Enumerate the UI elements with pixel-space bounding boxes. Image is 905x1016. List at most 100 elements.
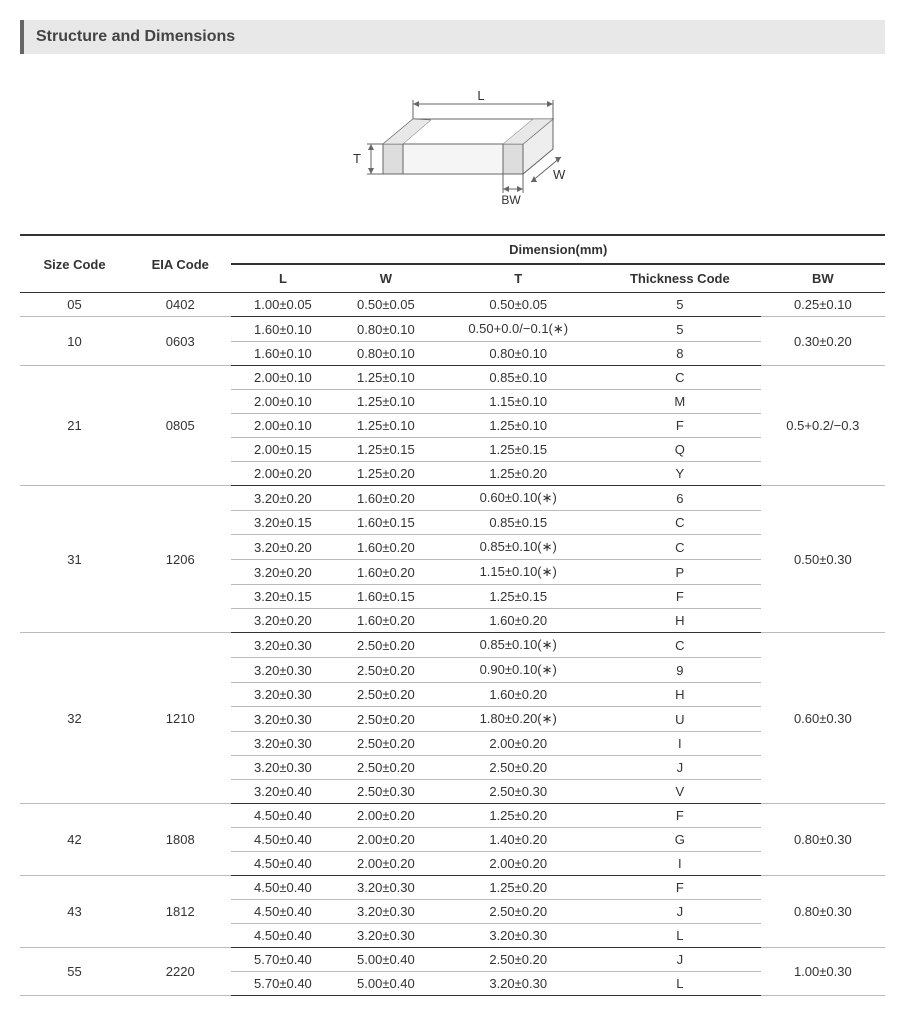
cell-l: 3.20±0.40: [231, 780, 334, 804]
cell-w: 1.60±0.20: [334, 535, 437, 560]
cell-tc: I: [599, 852, 761, 876]
cell-tc: H: [599, 683, 761, 707]
cell-tc: M: [599, 390, 761, 414]
cell-tc: 5: [599, 293, 761, 317]
cell-t: 1.25±0.10: [437, 414, 599, 438]
cell-l: 3.20±0.30: [231, 756, 334, 780]
cell-w: 2.50±0.20: [334, 707, 437, 732]
cell-bw: 0.60±0.30: [761, 633, 885, 804]
cell-t: 1.60±0.20: [437, 609, 599, 633]
cell-l: 4.50±0.40: [231, 876, 334, 900]
cell-w: 2.00±0.20: [334, 828, 437, 852]
cell-w: 2.50±0.20: [334, 756, 437, 780]
cell-eia-code: 2220: [129, 948, 231, 996]
table-header: Size Code EIA Code Dimension(mm) L W T T…: [20, 235, 885, 293]
cell-bw: 0.30±0.20: [761, 317, 885, 366]
cell-t: 0.50+0.0/−0.1(∗): [437, 317, 599, 342]
cell-w: 5.00±0.40: [334, 972, 437, 996]
cell-w: 1.60±0.15: [334, 511, 437, 535]
cell-w: 1.60±0.20: [334, 560, 437, 585]
cell-t: 0.60±0.10(∗): [437, 486, 599, 511]
cell-eia-code: 1812: [129, 876, 231, 948]
cell-tc: G: [599, 828, 761, 852]
cell-t: 0.85±0.15: [437, 511, 599, 535]
table-row: 3212103.20±0.302.50±0.200.85±0.10(∗)C0.6…: [20, 633, 885, 658]
table-row: 3112063.20±0.201.60±0.200.60±0.10(∗)60.5…: [20, 486, 885, 511]
table-row: 2108052.00±0.101.25±0.100.85±0.10C0.5+0.…: [20, 366, 885, 390]
cell-t: 0.90±0.10(∗): [437, 658, 599, 683]
cell-l: 3.20±0.15: [231, 511, 334, 535]
cell-eia-code: 0402: [129, 293, 231, 317]
th-thickness-code: Thickness Code: [599, 264, 761, 293]
th-bw: BW: [761, 264, 885, 293]
cell-l: 3.20±0.30: [231, 658, 334, 683]
th-l: L: [231, 264, 334, 293]
cell-t: 2.50±0.20: [437, 948, 599, 972]
cell-w: 2.50±0.20: [334, 633, 437, 658]
cell-w: 5.00±0.40: [334, 948, 437, 972]
cell-w: 1.25±0.10: [334, 414, 437, 438]
cell-w: 3.20±0.30: [334, 876, 437, 900]
cell-bw: 1.00±0.30: [761, 948, 885, 996]
cell-t: 1.25±0.15: [437, 438, 599, 462]
cell-w: 2.50±0.20: [334, 732, 437, 756]
cell-l: 2.00±0.10: [231, 414, 334, 438]
cell-t: 1.80±0.20(∗): [437, 707, 599, 732]
cell-tc: F: [599, 804, 761, 828]
cell-l: 3.20±0.20: [231, 535, 334, 560]
cell-eia-code: 1808: [129, 804, 231, 876]
cell-l: 3.20±0.30: [231, 633, 334, 658]
cell-size-code: 32: [20, 633, 129, 804]
cell-eia-code: 0603: [129, 317, 231, 366]
cell-eia-code: 0805: [129, 366, 231, 486]
cell-w: 1.60±0.20: [334, 609, 437, 633]
cell-l: 4.50±0.40: [231, 900, 334, 924]
cell-t: 1.15±0.10(∗): [437, 560, 599, 585]
cell-l: 3.20±0.30: [231, 707, 334, 732]
cell-t: 2.50±0.30: [437, 780, 599, 804]
cell-t: 2.00±0.20: [437, 732, 599, 756]
dimensions-table: Size Code EIA Code Dimension(mm) L W T T…: [20, 234, 885, 996]
cell-tc: 8: [599, 342, 761, 366]
cell-bw: 0.50±0.30: [761, 486, 885, 633]
cell-l: 3.20±0.30: [231, 683, 334, 707]
cell-t: 0.80±0.10: [437, 342, 599, 366]
cell-tc: V: [599, 780, 761, 804]
table-row: 1006031.60±0.100.80±0.100.50+0.0/−0.1(∗)…: [20, 317, 885, 342]
cell-l: 5.70±0.40: [231, 972, 334, 996]
cell-w: 2.50±0.20: [334, 658, 437, 683]
section-title: Structure and Dimensions: [36, 28, 235, 45]
svg-text:L: L: [477, 88, 484, 103]
cell-tc: C: [599, 511, 761, 535]
cell-l: 4.50±0.40: [231, 828, 334, 852]
cell-w: 0.80±0.10: [334, 342, 437, 366]
table-row: 4318124.50±0.403.20±0.301.25±0.20F0.80±0…: [20, 876, 885, 900]
cell-tc: J: [599, 900, 761, 924]
cell-l: 2.00±0.20: [231, 462, 334, 486]
cell-tc: 9: [599, 658, 761, 683]
cell-l: 3.20±0.20: [231, 609, 334, 633]
table-row: 0504021.00±0.050.50±0.050.50±0.0550.25±0…: [20, 293, 885, 317]
cell-tc: C: [599, 633, 761, 658]
th-size-code: Size Code: [20, 235, 129, 293]
cell-tc: Y: [599, 462, 761, 486]
cell-w: 3.20±0.30: [334, 924, 437, 948]
cell-l: 1.60±0.10: [231, 317, 334, 342]
cell-l: 4.50±0.40: [231, 804, 334, 828]
cell-w: 0.80±0.10: [334, 317, 437, 342]
svg-text:BW: BW: [501, 193, 521, 207]
cell-size-code: 21: [20, 366, 129, 486]
cell-l: 3.20±0.20: [231, 486, 334, 511]
cell-w: 1.25±0.15: [334, 438, 437, 462]
cell-l: 1.60±0.10: [231, 342, 334, 366]
cell-l: 4.50±0.40: [231, 852, 334, 876]
cell-size-code: 05: [20, 293, 129, 317]
cell-bw: 0.80±0.30: [761, 804, 885, 876]
cell-tc: L: [599, 972, 761, 996]
cell-l: 3.20±0.30: [231, 732, 334, 756]
cell-t: 0.50±0.05: [437, 293, 599, 317]
cell-l: 2.00±0.10: [231, 390, 334, 414]
cell-w: 0.50±0.05: [334, 293, 437, 317]
cell-tc: 5: [599, 317, 761, 342]
cell-tc: F: [599, 876, 761, 900]
